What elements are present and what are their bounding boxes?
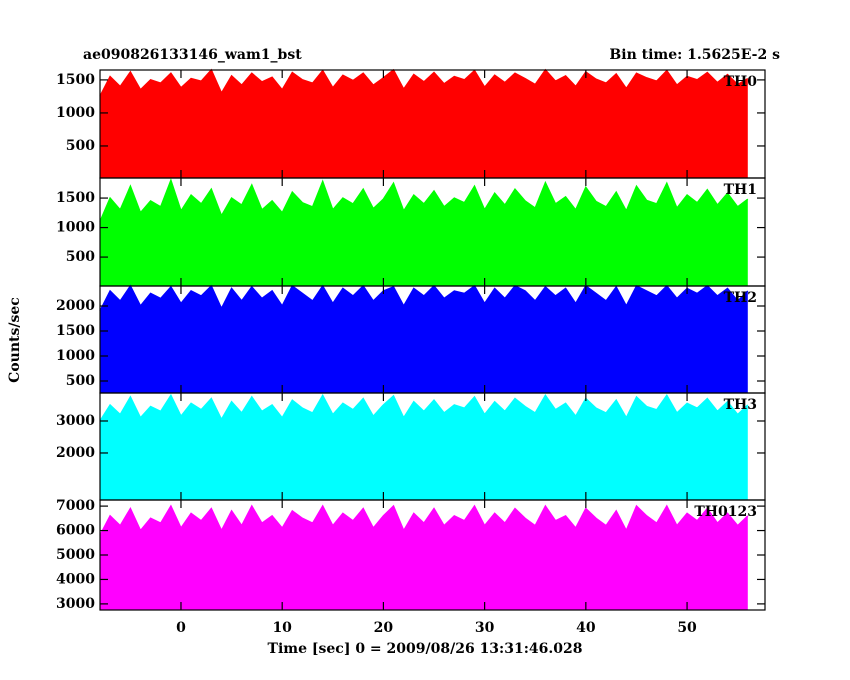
panel-label: TH2 bbox=[724, 290, 757, 306]
y-tick-label: 1500 bbox=[56, 190, 95, 206]
area-fill bbox=[100, 395, 748, 500]
panel-label: TH1 bbox=[724, 182, 757, 198]
area-fill bbox=[100, 286, 748, 393]
series-line bbox=[99, 284, 749, 312]
y-tick-label: 3000 bbox=[56, 413, 95, 429]
y-tick-label: 5000 bbox=[56, 547, 95, 563]
y-tick-label: 1000 bbox=[56, 105, 95, 121]
chart-title: ae090826133146_wam1_bst bbox=[83, 47, 302, 63]
area-fill bbox=[100, 180, 748, 286]
series-line bbox=[99, 178, 749, 222]
x-tick-label: 50 bbox=[677, 620, 697, 636]
y-tick-label: 6000 bbox=[56, 523, 95, 539]
x-tick-label: 40 bbox=[576, 620, 596, 636]
series-line bbox=[99, 393, 749, 422]
y-tick-label: 2000 bbox=[56, 445, 95, 461]
area-fill bbox=[100, 70, 748, 178]
panel-frame bbox=[99, 499, 766, 611]
y-tick-label: 3000 bbox=[56, 596, 95, 612]
y-tick-label: 2000 bbox=[56, 298, 95, 314]
y-axis-label: Counts/sec bbox=[7, 297, 23, 383]
y-tick-label: 1500 bbox=[56, 323, 95, 339]
y-tick-label: 1000 bbox=[56, 220, 95, 236]
x-axis-label: Time [sec] 0 = 2009/08/26 13:31:46.028 bbox=[268, 641, 583, 657]
y-tick-label: 4000 bbox=[56, 571, 95, 587]
y-tick-label: 7000 bbox=[56, 498, 95, 514]
x-tick-label: 20 bbox=[374, 620, 394, 636]
panel-label: TH3 bbox=[724, 397, 757, 413]
y-tick-label: 500 bbox=[66, 249, 95, 265]
panel-label: TH0123 bbox=[694, 504, 757, 520]
area-fill bbox=[100, 506, 748, 610]
y-tick-label: 1500 bbox=[56, 72, 95, 88]
y-tick-label: 1000 bbox=[56, 348, 95, 364]
series-line bbox=[99, 504, 749, 536]
x-tick-label: 10 bbox=[272, 620, 292, 636]
series-line bbox=[99, 68, 749, 97]
x-tick-label: 30 bbox=[475, 620, 495, 636]
chart-subtitle: Bin time: 1.5625E-2 s bbox=[609, 47, 780, 63]
panel-label: TH0 bbox=[724, 74, 758, 90]
y-tick-label: 500 bbox=[66, 373, 95, 389]
y-tick-label: 500 bbox=[66, 138, 95, 154]
x-tick-label: 0 bbox=[176, 620, 186, 636]
